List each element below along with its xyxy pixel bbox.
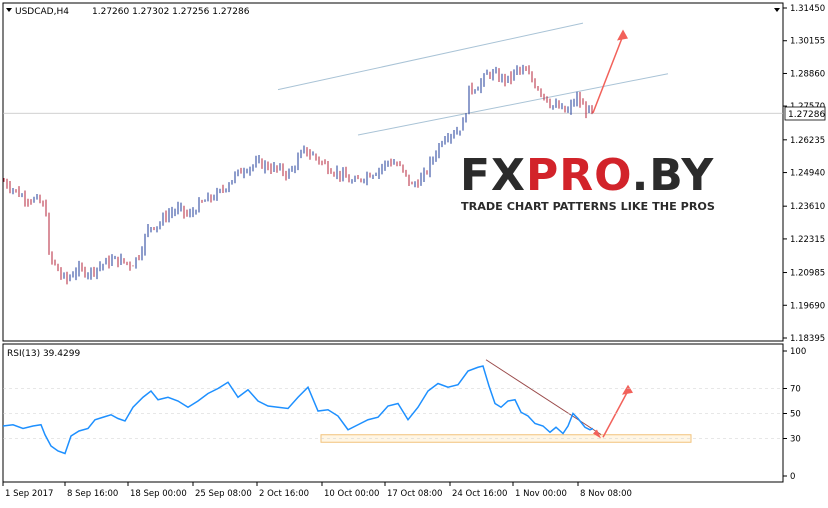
rsi-tick-label: 0: [790, 472, 795, 482]
watermark-by: .BY: [632, 150, 715, 201]
time-tick-label: 18 Sep 00:00: [130, 489, 187, 499]
price-annotations: [3, 22, 783, 136]
time-tick-label: 2 Oct 16:00: [259, 489, 309, 499]
price-tick-label: 1.31450: [790, 4, 825, 14]
dropdown-triangle-icon[interactable]: [6, 8, 12, 12]
chart-header: USDCAD,H4 1.27260 1.27302 1.27256 1.2728…: [6, 7, 250, 17]
candlestick-series: [3, 64, 593, 285]
watermark-fx: FX: [460, 150, 526, 201]
price-tick-label: 1.24940: [790, 169, 825, 179]
time-tick-label: 17 Oct 08:00: [387, 489, 442, 499]
rsi-tick-label: 50: [790, 410, 801, 420]
price-tick-label: 1.26235: [790, 136, 825, 146]
rsi-line: [2, 365, 594, 455]
price-tick-label: 1.23610: [790, 202, 825, 212]
rsi-series: [2, 365, 594, 455]
current-price-marker: 1.27286: [784, 106, 825, 121]
rsi-trend-arrowhead-icon: [593, 429, 601, 439]
scroll-triangle-icon[interactable]: [774, 8, 780, 12]
price-tick-label: 1.30155: [790, 37, 825, 47]
svg-text:FXPRO.BY: FXPRO.BY: [460, 150, 714, 201]
rsi-label: RSI(13) 39.4299: [7, 349, 80, 359]
channel-lower-line: [357, 73, 669, 136]
time-axis: 1 Sep 2017 8 Sep 16:00 18 Sep 00:00 25 Sep …: [2, 482, 632, 499]
time-tick-label: 1 Nov 00:00: [515, 489, 567, 499]
rsi-tick-label: 30: [790, 435, 801, 445]
channel-upper-line: [277, 22, 584, 91]
ohlc-values: 1.27260 1.27302 1.27256 1.27286: [92, 7, 250, 17]
rsi-trend-line: [485, 359, 602, 435]
time-tick-label: 24 Oct 16:00: [452, 489, 507, 499]
time-tick-label: 8 Sep 16:00: [67, 489, 118, 499]
rsi-forecast-arrow-line: [602, 390, 629, 438]
rsi-tick-label: 100: [790, 347, 806, 357]
price-tick-label: 1.20985: [790, 269, 825, 279]
time-tick-label: 25 Sep 08:00: [195, 489, 252, 499]
forecast-arrow-line: [592, 35, 624, 114]
forecast-arrowhead-icon: [617, 29, 628, 41]
watermark-pro: PRO: [526, 150, 632, 201]
rsi-axis: 100 70 50 30 0: [783, 347, 806, 482]
rsi-annotations: [3, 359, 783, 443]
price-tick-label: 1.22315: [790, 235, 825, 245]
rsi-panel: [2, 343, 784, 483]
time-tick-label: 8 Nov 08:00: [580, 489, 632, 499]
price-tick-label: 1.28860: [790, 69, 825, 79]
current-price-label: 1.27286: [788, 110, 825, 120]
rsi-tick-label: 70: [790, 385, 801, 395]
price-tick-label: 1.18395: [790, 334, 825, 344]
watermark: FXPRO.BY TRADE CHART PATTERNS LIKE THE P…: [458, 150, 724, 213]
time-tick-label: 10 Oct 00:00: [324, 489, 379, 499]
price-tick-label: 1.19690: [790, 301, 825, 311]
watermark-tagline: TRADE CHART PATTERNS LIKE THE PROS: [461, 200, 715, 213]
symbol-label: USDCAD,H4: [15, 7, 69, 17]
rsi-forecast-arrowhead-icon: [622, 384, 633, 395]
price-axis: 1.314501.301551.288601.275701.262351.249…: [783, 4, 825, 344]
time-tick-label: 1 Sep 2017: [5, 489, 53, 499]
